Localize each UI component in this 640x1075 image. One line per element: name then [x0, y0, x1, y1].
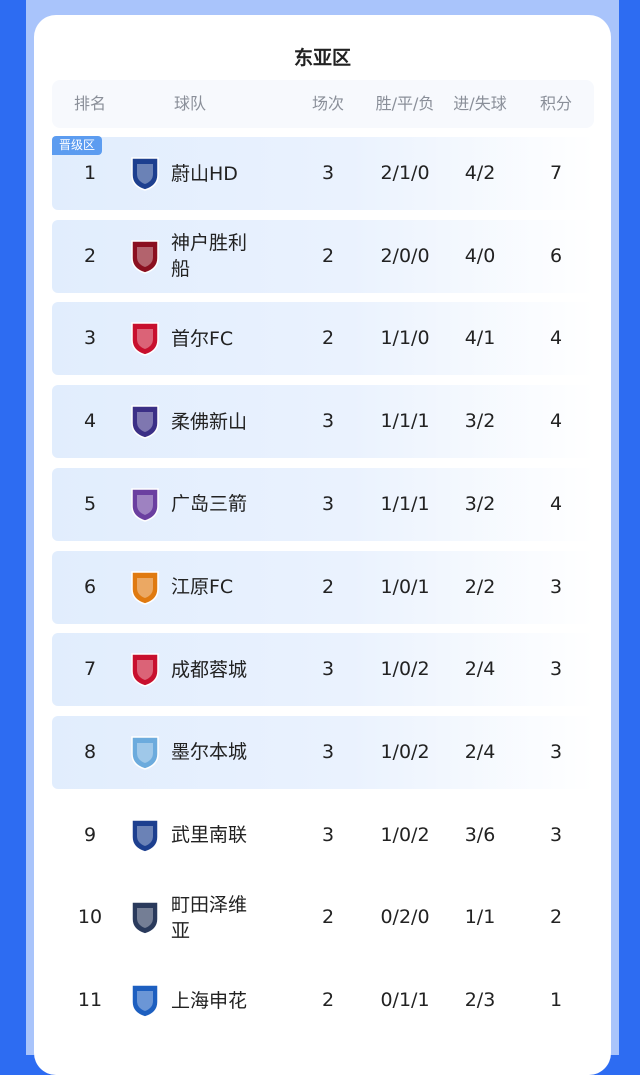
points: 1	[549, 989, 563, 1011]
rank: 3	[83, 327, 97, 350]
table-row[interactable]: 11 上海申花 2 0/1/1 2/3 1	[52, 964, 594, 1037]
table-row[interactable]: 9 武里南联 3 1/0/2 3/6 3	[52, 799, 594, 872]
johor-crest-icon	[131, 405, 159, 439]
played: 2	[321, 989, 335, 1011]
team-name[interactable]: 广岛三箭	[171, 493, 248, 516]
header-played: 场次	[311, 94, 345, 113]
team-name[interactable]: 江原FC	[171, 576, 234, 598]
played: 2	[321, 575, 335, 598]
promotion-badge: 晋级区	[52, 136, 103, 155]
team-name[interactable]: 神户胜利船	[171, 232, 248, 281]
team-name[interactable]: 上海申花	[171, 989, 248, 1012]
points: 7	[549, 162, 563, 184]
played: 2	[321, 244, 335, 267]
goals: 2/4	[464, 658, 496, 681]
rank: 1	[83, 162, 97, 184]
table-row[interactable]: 8 墨尔本城 3 1/0/2 2/4 3	[52, 715, 594, 789]
machida-crest-icon	[131, 901, 159, 936]
wdl: 1/1/1	[380, 492, 430, 515]
rank: 10	[77, 906, 103, 929]
goals: 3/2	[464, 410, 496, 433]
played: 2	[321, 327, 335, 350]
goals: 4/0	[464, 244, 496, 267]
wdl: 1/0/2	[380, 823, 430, 846]
points: 2	[549, 906, 563, 929]
wdl: 1/1/0	[380, 327, 430, 350]
rank: 9	[83, 823, 97, 846]
fc-seoul-crest-icon	[131, 322, 159, 357]
goals: 2/4	[464, 740, 496, 763]
points: 3	[549, 823, 563, 846]
wdl: 1/0/2	[380, 658, 430, 681]
played: 2	[321, 906, 335, 929]
table-row[interactable]: 3 首尔FC 2 1/1/0 4/1 4	[52, 302, 594, 376]
wdl: 2/1/0	[380, 162, 430, 184]
wdl: 0/1/1	[380, 989, 430, 1011]
header-wdl: 胜/平/负	[375, 94, 435, 113]
rank: 4	[83, 410, 97, 433]
played: 3	[321, 823, 335, 846]
wdl: 0/2/0	[380, 906, 430, 929]
shenhua-crest-icon	[131, 984, 159, 1018]
team-name[interactable]: 首尔FC	[171, 327, 234, 350]
wdl: 1/0/1	[380, 575, 430, 598]
rank: 7	[83, 658, 97, 681]
rank: 11	[77, 989, 103, 1011]
gangwon-crest-icon	[131, 570, 159, 605]
points: 4	[549, 327, 563, 350]
table-header: 排名 球队 场次 胜/平/负 进/失球 积分	[52, 80, 594, 128]
goals: 1/1	[464, 906, 496, 929]
table-row[interactable]: 2 神户胜利船 2 2/0/0 4/0 6	[52, 219, 594, 293]
group-title: 东亚区	[293, 47, 351, 69]
buriram-crest-icon	[131, 818, 159, 853]
team-name[interactable]: 蔚山HD	[171, 162, 238, 185]
team-name[interactable]: 柔佛新山	[171, 410, 248, 433]
team-name[interactable]: 成都蓉城	[171, 658, 248, 681]
team-name[interactable]: 町田泽维亚	[171, 893, 248, 942]
rank: 6	[83, 575, 97, 598]
played: 3	[321, 658, 335, 681]
goals: 4/2	[464, 162, 496, 184]
played: 3	[321, 740, 335, 763]
points: 4	[549, 492, 563, 515]
played: 3	[321, 162, 335, 184]
ulsan-crest-icon	[131, 157, 159, 191]
rank: 2	[83, 244, 97, 267]
team-name[interactable]: 墨尔本城	[171, 741, 248, 764]
wdl: 1/1/1	[380, 410, 430, 433]
played: 3	[321, 492, 335, 515]
header-team: 球队	[173, 94, 207, 113]
rank: 5	[83, 492, 97, 515]
goals: 2/3	[464, 989, 496, 1011]
standings-card: 东亚区 排名 球队 场次 胜/平/负 进/失球 积分 晋级区 1 蔚山HD 3 2/1…	[34, 15, 611, 1075]
rank: 8	[83, 740, 97, 763]
points: 6	[549, 244, 563, 267]
played: 3	[321, 410, 335, 433]
table-row[interactable]: 5 广岛三箭 3 1/1/1 3/2 4	[52, 467, 594, 541]
chengdu-crest-icon	[131, 653, 159, 687]
points: 3	[549, 740, 563, 763]
header-goals: 进/失球	[453, 94, 507, 113]
team-name[interactable]: 武里南联	[171, 824, 248, 847]
wdl: 1/0/2	[380, 740, 430, 763]
goals: 3/6	[464, 823, 496, 846]
vissel-kobe-crest-icon	[131, 239, 159, 274]
points: 3	[549, 575, 563, 598]
table-row[interactable]: 7 成都蓉城 3 1/0/2 2/4 3	[52, 633, 594, 707]
points: 4	[549, 410, 563, 433]
goals: 3/2	[464, 492, 496, 515]
table-row[interactable]: 4 柔佛新山 3 1/1/1 3/2 4	[52, 385, 594, 459]
wdl: 2/0/0	[380, 244, 430, 267]
header-points: 积分	[539, 94, 573, 113]
header-rank: 排名	[73, 94, 107, 113]
points: 3	[549, 658, 563, 681]
table-row[interactable]: 6 江原FC 2 1/0/1 2/2 3	[52, 550, 594, 624]
table-row[interactable]: 10 町田泽维亚 2 0/2/0 1/1 2	[52, 881, 594, 954]
goals: 2/2	[464, 575, 496, 598]
melbourne-city-crest-icon	[131, 736, 159, 770]
goals: 4/1	[464, 327, 496, 350]
table-row[interactable]: 晋级区 1 蔚山HD 3 2/1/0 4/2 7	[52, 136, 594, 210]
hiroshima-crest-icon	[131, 488, 159, 522]
